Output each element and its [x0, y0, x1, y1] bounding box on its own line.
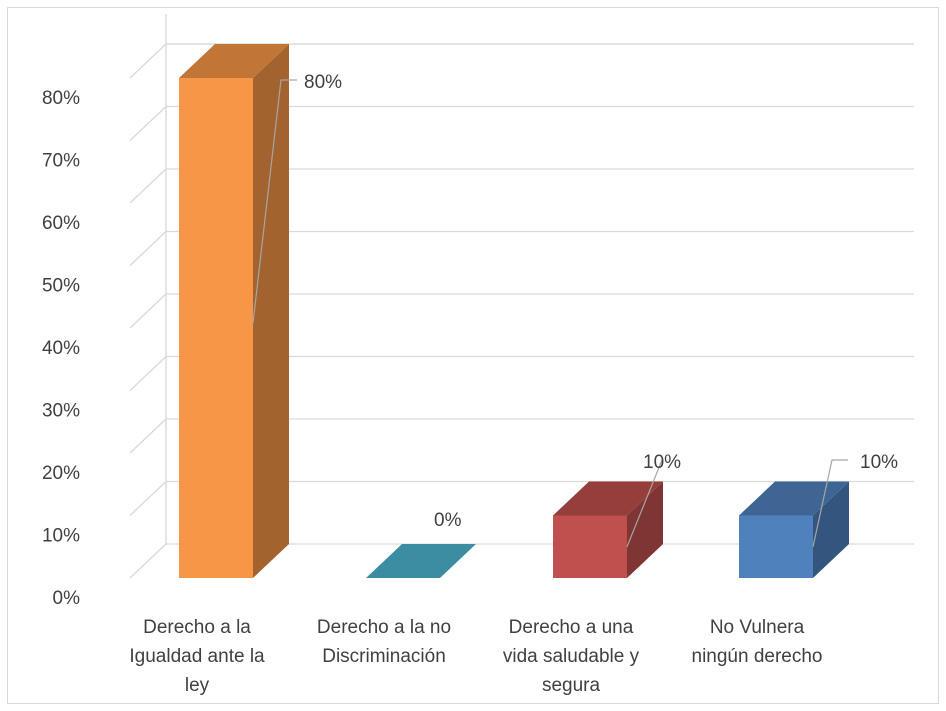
- data-label-leader: [812, 459, 848, 547]
- gridline-side: [129, 168, 167, 204]
- gridline-side: [129, 356, 167, 391]
- bar-top: [366, 544, 476, 578]
- category-label: Derecho a una: [509, 617, 634, 638]
- data-label: 80%: [304, 72, 342, 93]
- data-label: 10%: [860, 452, 898, 473]
- y-tick-label: 30%: [42, 401, 80, 422]
- data-label: 0%: [434, 510, 462, 531]
- bar-top: [553, 481, 663, 516]
- bar-top: [179, 44, 289, 78]
- category-label: No Vulnera: [710, 617, 805, 638]
- chart-frame: [7, 7, 939, 704]
- data-label: 10%: [643, 452, 681, 473]
- data-labels: 80% 0% 10% 10%: [304, 72, 898, 531]
- category-label: segura: [542, 675, 601, 696]
- category-label: Discriminación: [322, 646, 446, 667]
- gridline-side: [129, 43, 167, 79]
- gridline-side: [129, 481, 167, 516]
- gridline-side: [129, 231, 167, 266]
- y-tick-label: 80%: [42, 88, 80, 109]
- data-label-leader: [252, 79, 297, 324]
- y-tick-label: 60%: [42, 213, 80, 234]
- y-tick-label: 20%: [42, 463, 80, 484]
- gridline-side: [129, 293, 167, 329]
- y-tick-label: 10%: [42, 526, 80, 547]
- y-tick-label: 50%: [42, 276, 80, 297]
- bar-side: [253, 44, 289, 578]
- data-label-leaders: [252, 79, 848, 547]
- category-label: Derecho a la no: [317, 617, 451, 638]
- bars: [179, 44, 849, 578]
- y-tick-label: 0%: [53, 588, 81, 609]
- y-axis-ticks: 0% 10% 20% 30% 40% 50% 60% 70% 80%: [42, 88, 80, 609]
- bar: [179, 78, 253, 578]
- category-label: vida saludable y: [503, 646, 640, 667]
- category-label: Derecho a la: [143, 617, 251, 638]
- bar: [553, 515, 627, 578]
- gridline-side: [129, 418, 167, 454]
- bar: [739, 515, 813, 578]
- category-label: ley: [185, 675, 210, 696]
- bar-side: [813, 481, 849, 578]
- category-label: ningún derecho: [692, 646, 823, 667]
- y-tick-label: 40%: [42, 338, 80, 359]
- gridline-side: [129, 106, 167, 141]
- data-label-leader: [626, 459, 663, 547]
- x-axis-categories: Derecho a la Igualdad ante la ley Derecho a…: [129, 617, 822, 696]
- y-tick-label: 70%: [42, 151, 80, 172]
- category-label: Igualdad ante la: [129, 646, 265, 667]
- bar-side: [627, 481, 663, 578]
- gridline-side: [129, 543, 167, 579]
